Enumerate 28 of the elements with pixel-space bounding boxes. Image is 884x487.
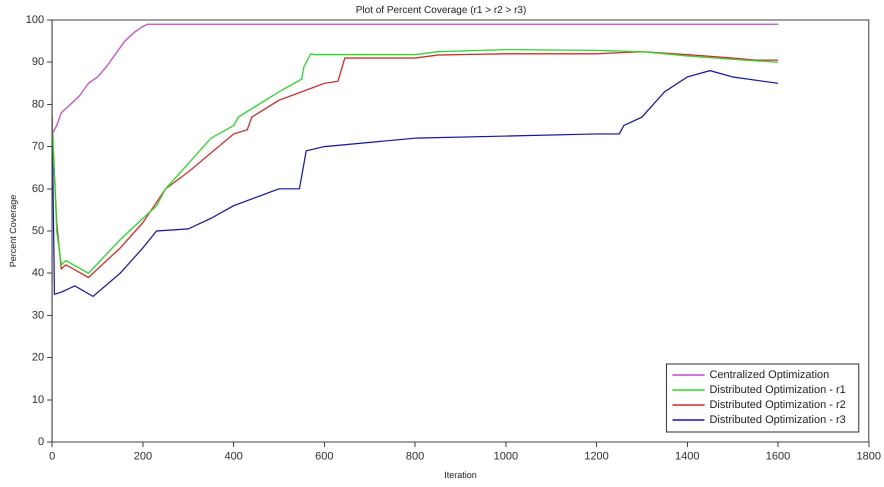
chart-title: Plot of Percent Coverage (r1 > r2 > r3) bbox=[356, 4, 526, 16]
y-tick-label: 40 bbox=[32, 267, 44, 280]
x-tick-label: 0 bbox=[49, 450, 56, 463]
y-tick-label: 20 bbox=[32, 352, 44, 364]
y-axis-title: Percent Coverage bbox=[8, 194, 18, 268]
y-tick-label: 50 bbox=[32, 225, 44, 238]
y-tick-label: 90 bbox=[32, 56, 44, 68]
legend-label: Distributed Optimization - r2 bbox=[709, 399, 846, 412]
x-tick-label: 1000 bbox=[494, 450, 518, 463]
x-tick-label: 800 bbox=[406, 450, 424, 463]
y-tick-label: 60 bbox=[32, 182, 44, 195]
legend-label: Distributed Optimization - r1 bbox=[709, 384, 846, 396]
x-tick-label: 400 bbox=[224, 450, 243, 463]
y-tick-label: 30 bbox=[32, 309, 44, 322]
y-tick-label: 0 bbox=[38, 436, 44, 448]
x-tick-label: 1600 bbox=[766, 450, 790, 463]
y-tick-label: 70 bbox=[32, 140, 44, 153]
x-tick-label: 1200 bbox=[584, 450, 609, 463]
x-tick-label: 1400 bbox=[675, 450, 700, 463]
x-axis-title: Iteration bbox=[444, 470, 477, 480]
y-tick-label: 100 bbox=[26, 14, 44, 26]
x-tick-label: 600 bbox=[315, 450, 334, 463]
x-tick-label: 1800 bbox=[856, 450, 882, 463]
legend-label: Distributed Optimization - r3 bbox=[709, 414, 846, 426]
y-tick-label: 80 bbox=[32, 98, 44, 110]
y-tick-label: 10 bbox=[32, 394, 44, 406]
x-tick-label: 200 bbox=[134, 450, 152, 463]
legend-label: Centralized Optimization bbox=[709, 369, 830, 382]
